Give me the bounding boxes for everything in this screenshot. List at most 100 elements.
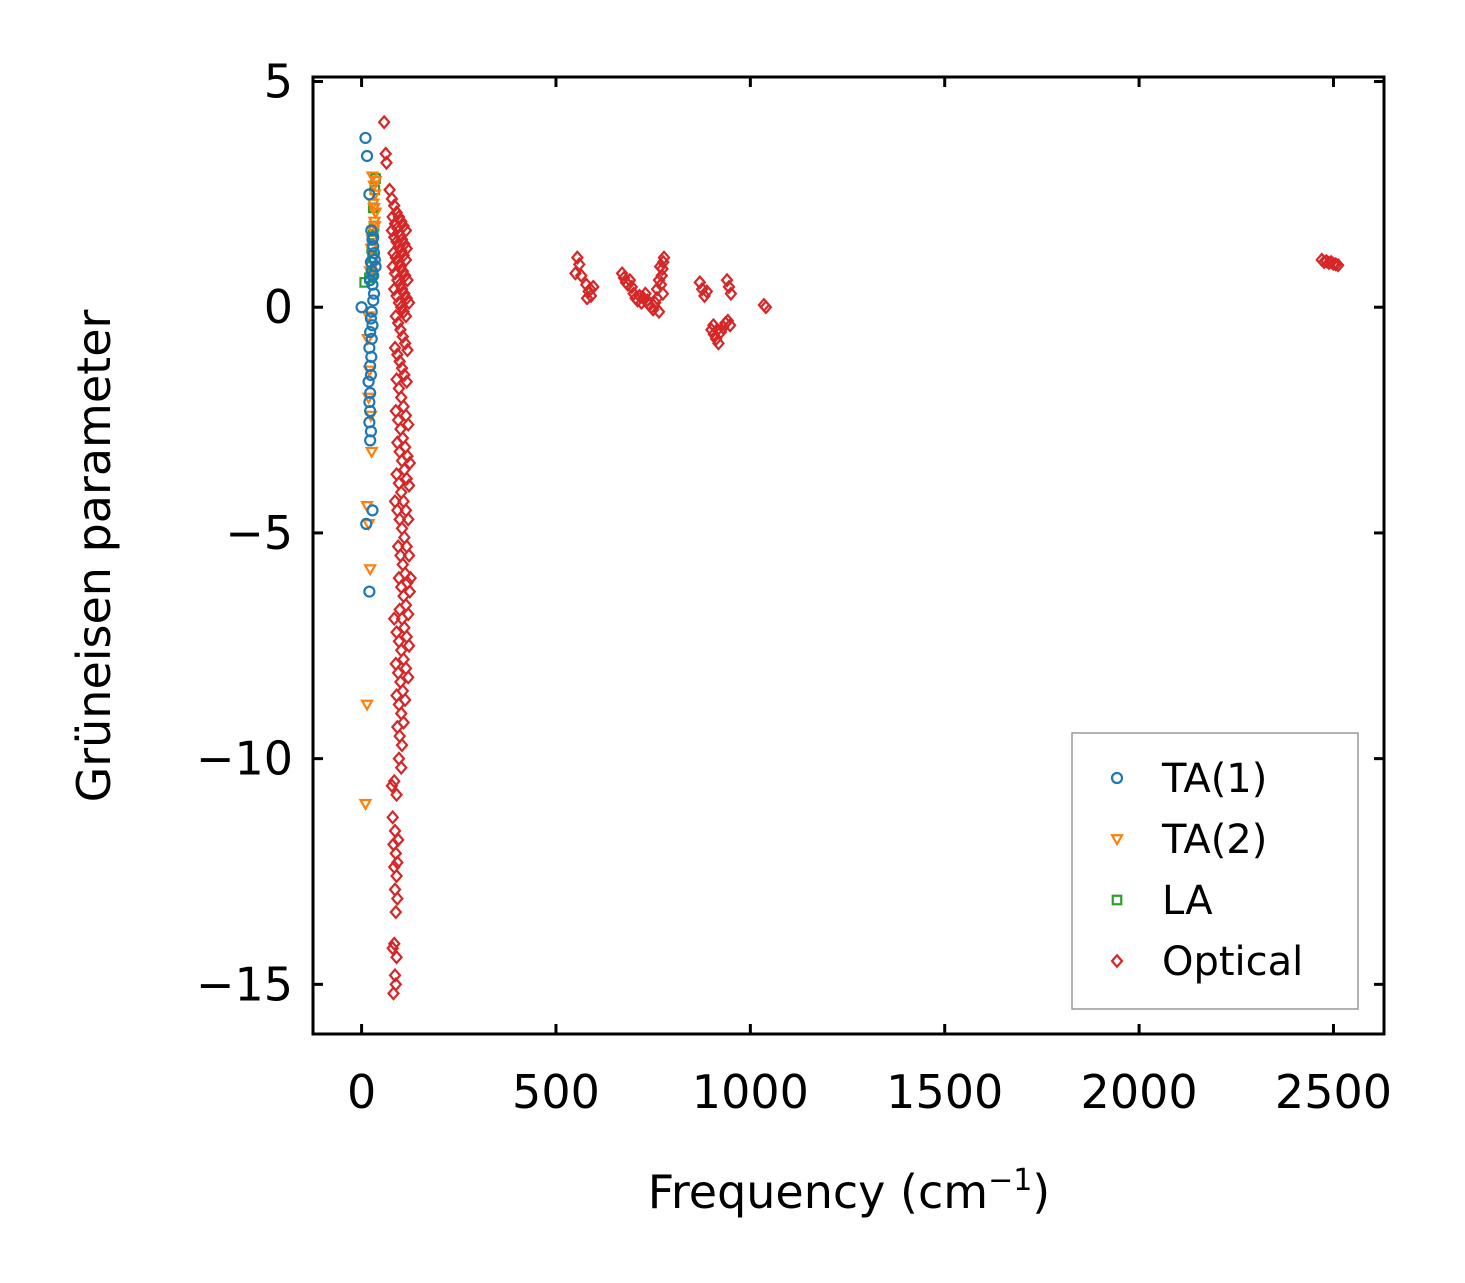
data-point: [359, 131, 372, 145]
data-point: [387, 281, 401, 297]
data-point: [623, 272, 637, 288]
x-tick-label: 2500: [1275, 1065, 1392, 1119]
data-point: [400, 374, 414, 390]
data-point: [388, 265, 402, 281]
data-point: [364, 368, 378, 382]
data-point: [398, 335, 412, 351]
x-tick-label: 1500: [886, 1065, 1003, 1119]
y-tick-label: 0: [264, 280, 293, 334]
data-point: [397, 367, 411, 383]
y-axis-label: Grüneisen parameter: [67, 309, 121, 802]
data-point: [363, 188, 376, 201]
data-point: [400, 471, 414, 487]
data-point: [402, 478, 416, 493]
data-point: [360, 149, 374, 163]
data-point: [653, 259, 667, 275]
data-point: [392, 295, 406, 311]
data-point: [358, 798, 373, 811]
data-point: [390, 855, 404, 870]
legend-label: LA: [1162, 878, 1213, 924]
data-point: [401, 342, 414, 358]
data-point: [723, 317, 737, 333]
data-point: [363, 564, 378, 577]
y-tick-label: −10: [196, 732, 293, 786]
data-point: [397, 304, 411, 320]
data-point: [638, 286, 652, 302]
data-point: [394, 299, 408, 315]
legend-label: TA(2): [1161, 817, 1267, 863]
data-point: [700, 283, 714, 299]
x-axis-label-close: ): [1032, 1165, 1050, 1219]
data-point: [399, 308, 413, 324]
data-point: [377, 114, 391, 130]
data-point: [710, 322, 724, 338]
data-point: [385, 778, 399, 794]
data-point: [657, 250, 671, 265]
data-point: [625, 279, 639, 295]
data-point: [398, 268, 412, 284]
data-point: [401, 448, 414, 464]
data-point: [387, 985, 400, 1001]
data-point: [650, 281, 664, 297]
axis-ticks: 0 500 1000 1500 2000 2500 5 0 −5 −10 −15: [196, 55, 1392, 1119]
data-point: [652, 304, 666, 320]
plot-frame: [311, 75, 1386, 1036]
data-point: [367, 189, 382, 202]
data-point: [364, 325, 377, 339]
data-point: [698, 288, 711, 304]
x-tick-label: 1000: [692, 1065, 809, 1119]
data-point: [394, 760, 408, 776]
data-point: [724, 286, 738, 302]
data-point: [401, 606, 415, 622]
y-tick-label: 5: [264, 55, 293, 109]
data-point: [386, 809, 400, 825]
data-point: [387, 245, 400, 261]
data-point: [395, 360, 409, 376]
data-point: [364, 274, 377, 287]
x-axis-label: Frequency (cm−1): [648, 1163, 1051, 1219]
data-point: [720, 272, 734, 288]
data-point: [363, 585, 376, 598]
data-point: [391, 254, 405, 270]
data-point: [722, 279, 736, 295]
data-marks: [355, 114, 1345, 1001]
data-point: [360, 517, 373, 531]
data-point: [1331, 257, 1345, 273]
data-point: [395, 737, 409, 753]
data-point: [652, 272, 666, 288]
series-ta-1: [355, 131, 382, 598]
data-point: [401, 669, 415, 685]
data-point: [389, 976, 403, 992]
legend-marker: [1110, 834, 1124, 847]
data-point: [404, 570, 418, 586]
y-tick-label: −5: [225, 506, 293, 560]
x-axis-label-superscript: −1: [988, 1163, 1032, 1198]
data-point: [393, 353, 407, 369]
data-point: [364, 312, 378, 325]
legend-marker: [1110, 771, 1124, 785]
data-point: [367, 203, 381, 216]
data-point: [387, 229, 401, 245]
data-point: [714, 324, 728, 340]
legend-label: TA(1): [1161, 756, 1267, 802]
data-point: [574, 268, 588, 284]
data-point: [390, 347, 404, 363]
legend-marker: [1110, 953, 1124, 969]
data-point: [397, 286, 411, 302]
data-point: [386, 209, 400, 225]
data-point: [400, 290, 414, 306]
data-point: [396, 329, 410, 344]
data-point: [402, 548, 416, 563]
data-point: [394, 322, 407, 338]
data-point: [367, 287, 381, 300]
x-axis-label-main: Frequency (cm: [648, 1165, 988, 1219]
data-point: [389, 904, 403, 920]
data-point: [712, 335, 725, 351]
data-point: [721, 313, 735, 329]
data-point: [366, 319, 379, 332]
data-point: [365, 305, 378, 318]
data-point: [401, 511, 415, 527]
data-point: [402, 295, 416, 311]
data-point: [693, 274, 707, 290]
